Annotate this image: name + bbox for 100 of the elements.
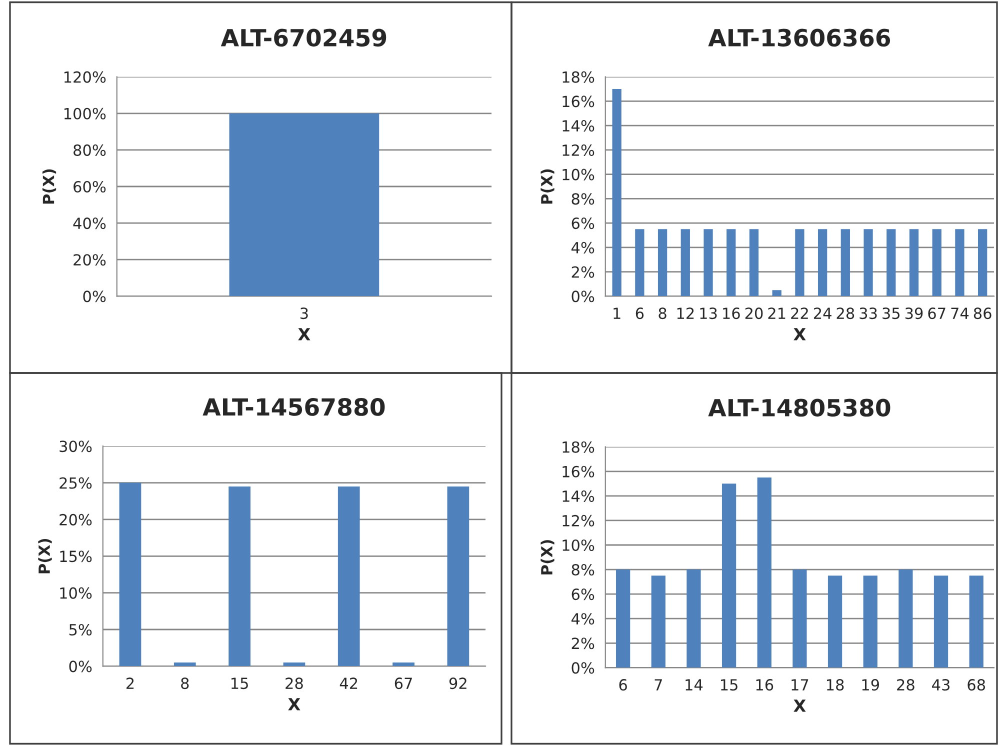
x-tick-label: 43 [932,679,950,691]
chart-title: ALT-6702459 [220,28,386,47]
x-tick-label: 21 [768,308,786,319]
y-tick-label: 14% [562,120,594,132]
x-axis-title: X [288,698,300,710]
y-tick-label: 4% [571,613,594,625]
x-tick-label: 67 [928,308,946,320]
bar [934,576,948,668]
y-tick-label: 15% [60,550,92,562]
y-tick-label: 5% [69,624,92,636]
y-tick-label: 120% [64,71,106,83]
bar [864,229,873,296]
bar [651,576,666,668]
x-tick-label: 12 [677,308,694,319]
y-tick-label: 2% [572,266,594,278]
bar [828,576,842,668]
y-tick-label: 12% [562,514,594,526]
bar [886,229,896,296]
bar [447,486,470,666]
y-tick-label: 10% [60,587,92,599]
y-tick-label: 0% [69,660,92,672]
bar [174,662,196,666]
bar [635,229,644,296]
y-tick-label: 12% [562,144,594,156]
y-tick-label: 40% [73,218,106,230]
x-tick-label: 28 [836,308,854,320]
y-tick-label: 0% [83,290,106,302]
x-tick-label: 13 [700,308,717,320]
y-tick-label: 20% [60,514,92,526]
x-tick-label: 22 [791,308,808,319]
y-tick-label: 30% [60,440,92,452]
y-tick-label: 0% [572,290,594,302]
x-tick-label: 3 [300,308,308,320]
bar [795,229,804,296]
chart-title: ALT-13606366 [708,28,890,47]
bar [792,570,807,668]
y-tick-label: 8% [572,564,594,576]
bar [909,229,919,296]
x-tick-label: 16 [756,679,774,691]
y-tick-label: 16% [562,96,594,108]
bar [726,229,736,296]
chart-title: ALT-14805380 [708,398,890,417]
x-axis-title: X [298,328,310,340]
bar [749,229,759,296]
x-axis-title: X [794,328,806,340]
y-tick-label: 80% [74,144,106,156]
x-tick-label: 6 [619,679,627,691]
y-tick-label: 10% [562,539,594,552]
x-tick-label: 28 [897,679,914,691]
bar [686,570,701,668]
y-tick-label: 18% [562,441,594,453]
y-tick-label: 18% [562,71,594,83]
x-tick-label: 19 [862,679,879,691]
y-tick-label: 60% [74,180,106,193]
y-axis-title: P(X) [42,169,56,204]
x-tick-label: 1 [614,308,620,319]
y-axis-title: P(X) [540,169,554,204]
x-tick-label: 28 [286,678,303,690]
bar [840,229,850,296]
x-tick-label: 20 [745,308,763,320]
y-tick-label: 8% [572,193,594,205]
x-tick-label: 16 [723,308,740,320]
bar [898,570,913,668]
bar [955,229,964,296]
x-tick-label: 74 [951,308,969,319]
x-tick-label: 33 [860,308,877,320]
x-tick-label: 8 [658,308,666,320]
x-tick-label: 15 [721,679,738,691]
y-tick-label: 6% [572,218,594,230]
x-tick-label: 86 [974,308,992,320]
x-tick-label: 8 [181,678,189,690]
y-tick-label: 100% [64,108,106,120]
x-tick-label: 14 [686,679,703,690]
x-tick-label: 67 [394,678,412,690]
x-tick-label: 42 [340,678,358,689]
x-tick-label: 35 [882,308,900,320]
y-tick-label: 10% [562,168,594,180]
bar [757,478,772,668]
x-tick-label: 18 [826,679,844,691]
x-tick-label: 15 [232,678,248,690]
y-tick-label: 6% [572,588,594,600]
x-tick-label: 6 [636,308,644,320]
bar [772,290,782,296]
x-tick-label: 7 [654,679,662,690]
bar [392,662,414,666]
y-tick-label: 0% [572,662,594,674]
bar [704,229,713,296]
bar [863,576,878,668]
y-tick-label: 4% [571,242,594,254]
y-axis-title: P(X) [540,540,554,574]
bar [932,229,942,296]
bar [818,229,828,296]
y-tick-label: 2% [572,638,594,650]
bar [680,229,690,296]
x-tick-label: 24 [814,308,832,319]
chart-title: ALT-14567880 [202,398,385,416]
x-tick-label: 2 [126,678,134,689]
bar [969,576,984,668]
bar [119,482,142,666]
bar [283,662,306,666]
